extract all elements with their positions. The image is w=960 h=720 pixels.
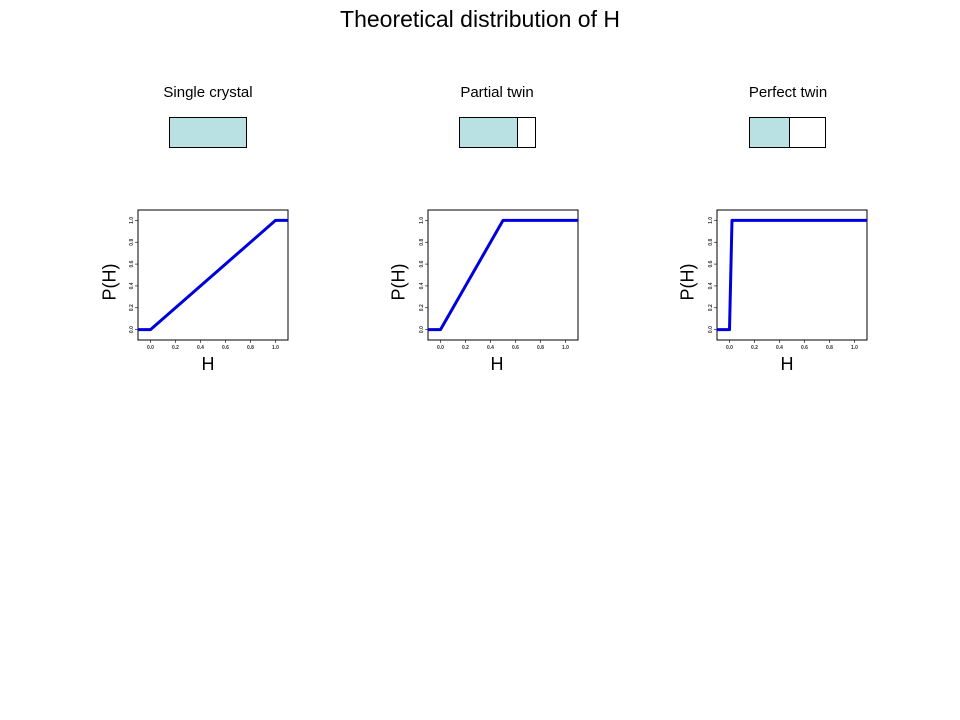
x-tick-label: 1.0 xyxy=(272,345,279,351)
y-tick-label: 1.0 xyxy=(129,217,135,224)
y-tick-label: 0.8 xyxy=(419,239,425,246)
x-tick-label: 0.8 xyxy=(247,345,254,351)
panel-label-single-crystal: Single crystal xyxy=(163,84,253,101)
y-tick-label: 0.4 xyxy=(419,282,425,289)
plot-frame xyxy=(716,209,868,341)
plot-frame xyxy=(427,209,579,341)
panel-label-perfect-twin: Perfect twin xyxy=(748,84,828,101)
y-tick-label: 1.0 xyxy=(708,217,714,224)
y-axis-label-partial: P(H) xyxy=(388,263,409,301)
x-tick-label: 0.0 xyxy=(147,345,154,351)
y-tick-label: 1.0 xyxy=(419,217,425,224)
y-tick-label: 0.2 xyxy=(129,304,135,311)
cdf-line xyxy=(138,218,288,332)
y-tick-label: 0.8 xyxy=(129,239,135,246)
plot-partial-twin: 0.0 0.2 0.4 0.6 0.8 1.0 0.0 0.2 0.4 0.6 0.8 1.0 xyxy=(419,209,579,351)
crystal-box-partial xyxy=(459,117,536,148)
y-tick-label: 0.8 xyxy=(708,239,714,246)
figure-title: Theoretical distribution of H xyxy=(340,6,620,32)
x-tick-label: 0.0 xyxy=(726,345,733,351)
x-axis-label-single: H xyxy=(201,354,215,374)
x-tick-label: 0.6 xyxy=(222,345,229,351)
x-axis-label-partial: H xyxy=(490,354,504,374)
x-tick-label: 0.2 xyxy=(172,345,179,351)
y-tick-label: 0.0 xyxy=(129,326,135,333)
panel-label-partial-twin: Partial twin xyxy=(460,84,534,101)
y-tick-label: 0.6 xyxy=(419,260,425,267)
x-tick-label: 0.6 xyxy=(512,345,519,351)
crystal-box-perfect xyxy=(749,117,826,148)
plot-frame xyxy=(137,209,289,341)
twin-domain-perfect xyxy=(789,118,825,147)
cdf-line xyxy=(428,218,578,332)
x-tick-label: 0.4 xyxy=(197,345,204,351)
y-axis-label-perfect: P(H) xyxy=(677,263,698,301)
y-tick-label: 0.4 xyxy=(708,282,714,289)
x-tick-label: 0.4 xyxy=(776,345,783,351)
y-axis-label-single: P(H) xyxy=(99,263,120,301)
x-tick-label: 0.0 xyxy=(437,345,444,351)
y-tick-label: 0.0 xyxy=(419,326,425,333)
x-tick-label: 0.2 xyxy=(462,345,469,351)
plot-single-crystal: 0.0 0.2 0.4 0.6 0.8 1.0 0.0 0.2 0.4 0.6 0.8 1.0 xyxy=(129,209,289,351)
x-tick-label: 1.0 xyxy=(562,345,569,351)
y-tick-label: 0.6 xyxy=(708,260,714,267)
x-axis-label-perfect: H xyxy=(780,354,794,374)
cdf-line xyxy=(717,218,867,332)
x-tick-label: 1.0 xyxy=(851,345,858,351)
y-tick-label: 0.6 xyxy=(129,260,135,267)
twin-domain-partial xyxy=(517,118,535,147)
x-tick-label: 0.2 xyxy=(751,345,758,351)
plot-perfect-twin: 0.0 0.2 0.4 0.6 0.8 1.0 0.0 0.2 0.4 0.6 0.8 1.0 xyxy=(708,209,868,351)
y-tick-label: 0.4 xyxy=(129,282,135,289)
x-tick-label: 0.4 xyxy=(487,345,494,351)
y-tick-label: 0.0 xyxy=(708,326,714,333)
crystal-box-single xyxy=(169,117,247,148)
x-tick-label: 0.8 xyxy=(826,345,833,351)
y-tick-label: 0.2 xyxy=(708,304,714,311)
x-tick-label: 0.6 xyxy=(801,345,808,351)
x-tick-label: 0.8 xyxy=(537,345,544,351)
y-tick-label: 0.2 xyxy=(419,304,425,311)
